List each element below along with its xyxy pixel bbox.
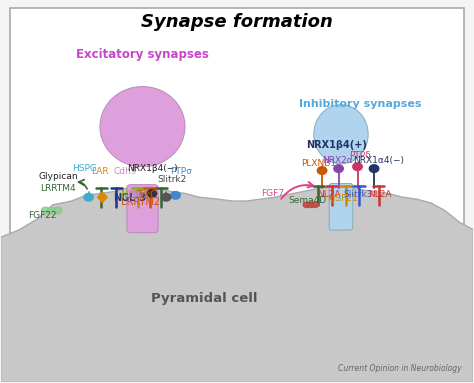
Text: LRRTM2: LRRTM2	[120, 197, 160, 207]
Text: Glypican: Glypican	[38, 172, 78, 181]
Text: Inhibitory synapses: Inhibitory synapses	[299, 99, 421, 109]
Text: FGF22: FGF22	[28, 211, 56, 220]
Circle shape	[171, 192, 180, 199]
FancyBboxPatch shape	[127, 185, 158, 233]
Text: Synapse formation: Synapse formation	[141, 13, 333, 31]
Ellipse shape	[100, 87, 185, 167]
Text: Slitrk3: Slitrk3	[343, 190, 373, 199]
Polygon shape	[98, 192, 107, 203]
Text: NRX2α: NRX2α	[322, 156, 353, 165]
FancyBboxPatch shape	[10, 8, 464, 375]
Circle shape	[308, 202, 314, 208]
Ellipse shape	[314, 105, 368, 164]
Circle shape	[41, 207, 50, 214]
Circle shape	[369, 165, 379, 172]
Text: LRRTM4: LRRTM4	[41, 184, 76, 193]
Text: TrkC: TrkC	[136, 190, 157, 200]
Text: Pyramidal cell: Pyramidal cell	[151, 292, 257, 305]
Text: FGF7: FGF7	[261, 189, 284, 198]
Circle shape	[161, 193, 171, 201]
Circle shape	[312, 202, 318, 208]
Circle shape	[84, 193, 93, 201]
Circle shape	[147, 190, 156, 197]
Text: Slitrk2: Slitrk2	[157, 175, 186, 184]
Circle shape	[47, 207, 56, 214]
Text: Sema4D: Sema4D	[288, 196, 326, 205]
Circle shape	[318, 167, 327, 174]
Polygon shape	[0, 186, 474, 382]
Circle shape	[303, 202, 310, 208]
Text: NL2A: NL2A	[318, 190, 341, 199]
Text: IgSF21: IgSF21	[328, 194, 358, 203]
Text: Excitatory synapses: Excitatory synapses	[76, 47, 209, 61]
Text: LAR: LAR	[91, 167, 109, 176]
Text: Current Opinion in Neurobiology: Current Opinion in Neurobiology	[338, 365, 462, 373]
Text: NRX1β4(−): NRX1β4(−)	[128, 164, 178, 173]
Circle shape	[54, 207, 62, 214]
Text: NRX1β4(+): NRX1β4(+)	[306, 140, 367, 150]
Text: NGL-3: NGL-3	[113, 193, 146, 203]
Text: Cdh9: Cdh9	[114, 167, 137, 176]
Text: NL1B: NL1B	[121, 190, 147, 200]
Circle shape	[131, 190, 140, 197]
Text: NRX1α4(−): NRX1α4(−)	[353, 156, 404, 165]
Text: NL2A: NL2A	[368, 190, 392, 199]
Circle shape	[334, 165, 343, 172]
FancyBboxPatch shape	[329, 183, 353, 230]
Text: PLXNB1: PLXNB1	[301, 159, 336, 167]
Circle shape	[353, 163, 362, 170]
Text: PTPσ: PTPσ	[170, 167, 192, 176]
Text: HSPG: HSPG	[73, 164, 97, 172]
Text: PTPδ: PTPδ	[349, 151, 371, 160]
